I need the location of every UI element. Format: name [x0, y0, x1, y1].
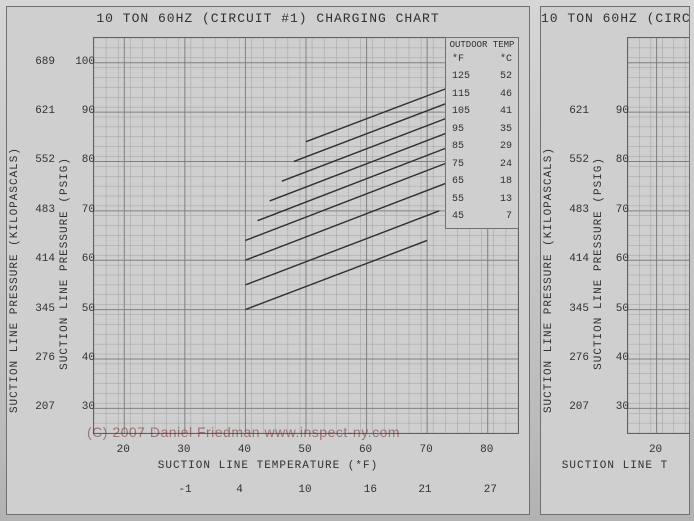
y-tick-psig: 90 [67, 105, 95, 117]
temp-f: 115 [452, 86, 470, 104]
chart-2-y-tick-psig: 70 [601, 204, 629, 216]
chart-2-y-tick-kpa: 621 [561, 105, 589, 117]
y-tick-psig: 60 [67, 253, 95, 265]
outdoor-temp-row: 75 24 [448, 156, 516, 174]
chart-2-y-tick-kpa: 414 [561, 253, 589, 265]
outdoor-temp-rows: 125 52 115 46 105 41 95 35 85 29 75 24 65 18 55 13 45 7 [448, 68, 516, 226]
chart-2-y-tick-kpa: 345 [561, 303, 589, 315]
y-tick-kpa: 483 [27, 204, 55, 216]
chart-2: 10 TON 60HZ (CIRCU SUCTION LINE PRESSURE… [540, 6, 690, 515]
temp-f: 55 [452, 191, 464, 209]
chart-2-y-tick-psig: 80 [601, 154, 629, 166]
y-tick-psig: 50 [67, 303, 95, 315]
temp-f: 75 [452, 156, 464, 174]
temp-c: 13 [500, 191, 512, 209]
outdoor-temp-row: 85 29 [448, 138, 516, 156]
y-tick-psig: 100 [67, 56, 95, 68]
temp-c: 46 [500, 86, 512, 104]
x-tick-c: 27 [475, 484, 505, 496]
chart-2-y-tick-psig: 30 [601, 401, 629, 413]
x-tick-c: 16 [355, 484, 385, 496]
y-tick-psig: 40 [67, 352, 95, 364]
outdoor-temp-panel: OUTDOOR TEMP *F *C 125521154610541953585… [445, 37, 519, 229]
y-axis-kpa-label: SUCTION LINE PRESSURE (KILOPASCALS) [9, 147, 21, 413]
chart-1: 10 TON 60HZ (CIRCUIT #1) CHARGING CHART … [6, 6, 530, 515]
temp-c: 29 [500, 138, 512, 156]
x-tick-f: 80 [472, 444, 502, 456]
temp-c: 24 [500, 156, 512, 174]
chart-2-y-tick-kpa: 276 [561, 352, 589, 364]
temp-c: 7 [506, 208, 512, 226]
chart-2-title: 10 TON 60HZ (CIRCU [541, 11, 689, 26]
x-tick-c: 4 [225, 484, 255, 496]
chart-2-x-label: SUCTION LINE T [541, 460, 689, 472]
temp-c: 18 [500, 173, 512, 191]
x-tick-f: 20 [108, 444, 138, 456]
temp-c: 52 [500, 68, 512, 86]
temp-f: 125 [452, 68, 470, 86]
outdoor-temp-row: 105 41 [448, 103, 516, 121]
y-tick-kpa: 621 [27, 105, 55, 117]
outdoor-temp-row: 55 13 [448, 191, 516, 209]
outdoor-temp-header: OUTDOOR TEMP [448, 40, 516, 51]
chart-2-y-tick-kpa: 483 [561, 204, 589, 216]
chart-2-y-tick-psig: 90 [601, 105, 629, 117]
x-axis-f-label: SUCTION LINE TEMPERATURE (*F) [7, 460, 529, 472]
chart-2-y-tick-kpa: 552 [561, 154, 589, 166]
temp-f: 65 [452, 173, 464, 191]
outdoor-temp-row: 115 46 [448, 86, 516, 104]
chart-2-y-kpa-label: SUCTION LINE PRESSURE (KILOPASCALS) [543, 147, 555, 413]
temp-f: 85 [452, 138, 464, 156]
page: 10 TON 60HZ (CIRCUIT #1) CHARGING CHART … [0, 0, 694, 521]
y-tick-kpa: 276 [27, 352, 55, 364]
chart-2-grid [627, 37, 690, 434]
outdoor-temp-units: *F *C [448, 51, 516, 69]
outdoor-temp-row: 125 52 [448, 68, 516, 86]
y-tick-kpa: 689 [27, 56, 55, 68]
temp-f: 105 [452, 103, 470, 121]
temp-c: 41 [500, 103, 512, 121]
y-tick-psig: 30 [67, 401, 95, 413]
temp-f: 95 [452, 121, 464, 139]
x-tick-f: 70 [411, 444, 441, 456]
chart-2-y-tick-psig: 50 [601, 303, 629, 315]
x-tick-f: 40 [229, 444, 259, 456]
temp-f: 45 [452, 208, 464, 226]
chart-2-x-tick-f: 20 [641, 444, 671, 456]
y-tick-psig: 80 [67, 154, 95, 166]
outdoor-temp-row: 45 7 [448, 208, 516, 226]
unit-c: *C [500, 51, 512, 69]
watermark: (C) 2007 Daniel Friedman www.inspect-ny.… [87, 424, 400, 440]
outdoor-temp-row: 95 35 [448, 121, 516, 139]
chart-1-title: 10 TON 60HZ (CIRCUIT #1) CHARGING CHART [7, 11, 529, 26]
y-tick-kpa: 345 [27, 303, 55, 315]
chart-2-y-tick-psig: 60 [601, 253, 629, 265]
outdoor-temp-row: 65 18 [448, 173, 516, 191]
x-tick-f: 50 [290, 444, 320, 456]
y-tick-kpa: 414 [27, 253, 55, 265]
chart-2-y-tick-psig: 40 [601, 352, 629, 364]
y-tick-kpa: 207 [27, 401, 55, 413]
x-tick-c: 21 [410, 484, 440, 496]
x-tick-c: -1 [170, 484, 200, 496]
chart-2-gridlines [628, 38, 690, 433]
x-tick-f: 30 [169, 444, 199, 456]
temp-c: 35 [500, 121, 512, 139]
x-tick-f: 60 [351, 444, 381, 456]
y-tick-kpa: 552 [27, 154, 55, 166]
unit-f: *F [452, 51, 464, 69]
chart-2-y-tick-kpa: 207 [561, 401, 589, 413]
y-tick-psig: 70 [67, 204, 95, 216]
x-tick-c: 10 [290, 484, 320, 496]
